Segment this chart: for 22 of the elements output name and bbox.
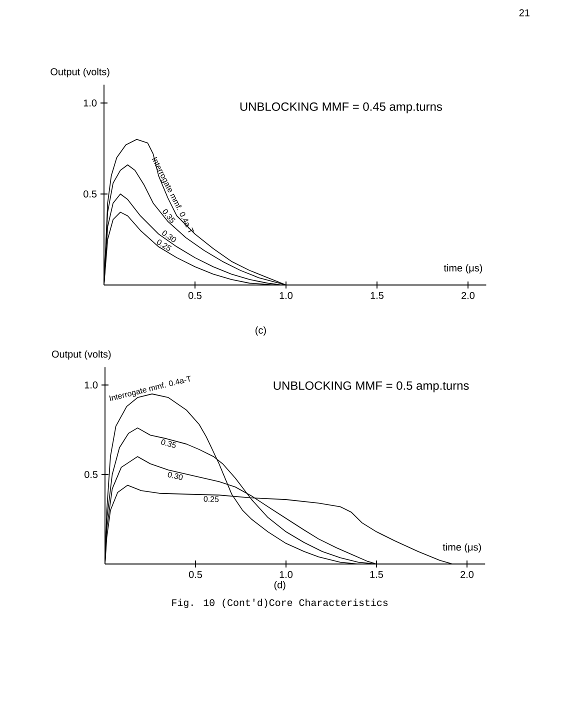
y-tick-label: 1.0: [84, 381, 98, 389]
text: (d): [274, 581, 286, 590]
x-axis-title: time (μs): [442, 543, 481, 553]
x-tick-label: 0.5: [188, 571, 202, 578]
y-tick-label: 0.5: [84, 470, 98, 478]
text: 21: [519, 9, 530, 16]
text: UNBLOCKING MMF = 0.5 amp.turns: [274, 381, 469, 392]
x-tick-label: 2.0: [460, 571, 474, 578]
y-tick-label: 1.0: [84, 99, 97, 107]
x-axis-title: time (μs): [444, 264, 482, 274]
y-tick-label: 0.5: [84, 190, 97, 198]
x-tick-label: 1.5: [370, 571, 384, 578]
x-tick-label: 1.0: [280, 571, 293, 578]
y-axis-title: Output (volts): [50, 68, 110, 78]
x-tick-label: 1.5: [370, 292, 384, 299]
x-tick-label: 0.5: [188, 292, 202, 300]
y-axis-title: Output (volts): [52, 350, 111, 360]
x-tick-label: 1.0: [280, 292, 293, 300]
text: (c): [256, 326, 266, 336]
caption: Fig. 10 (Cont'd)Core Characteristics: [172, 598, 388, 608]
text: UNBLOCKING MMF = 0.45 amp.turns: [240, 102, 442, 114]
x-tick-label: 2.0: [462, 292, 475, 300]
